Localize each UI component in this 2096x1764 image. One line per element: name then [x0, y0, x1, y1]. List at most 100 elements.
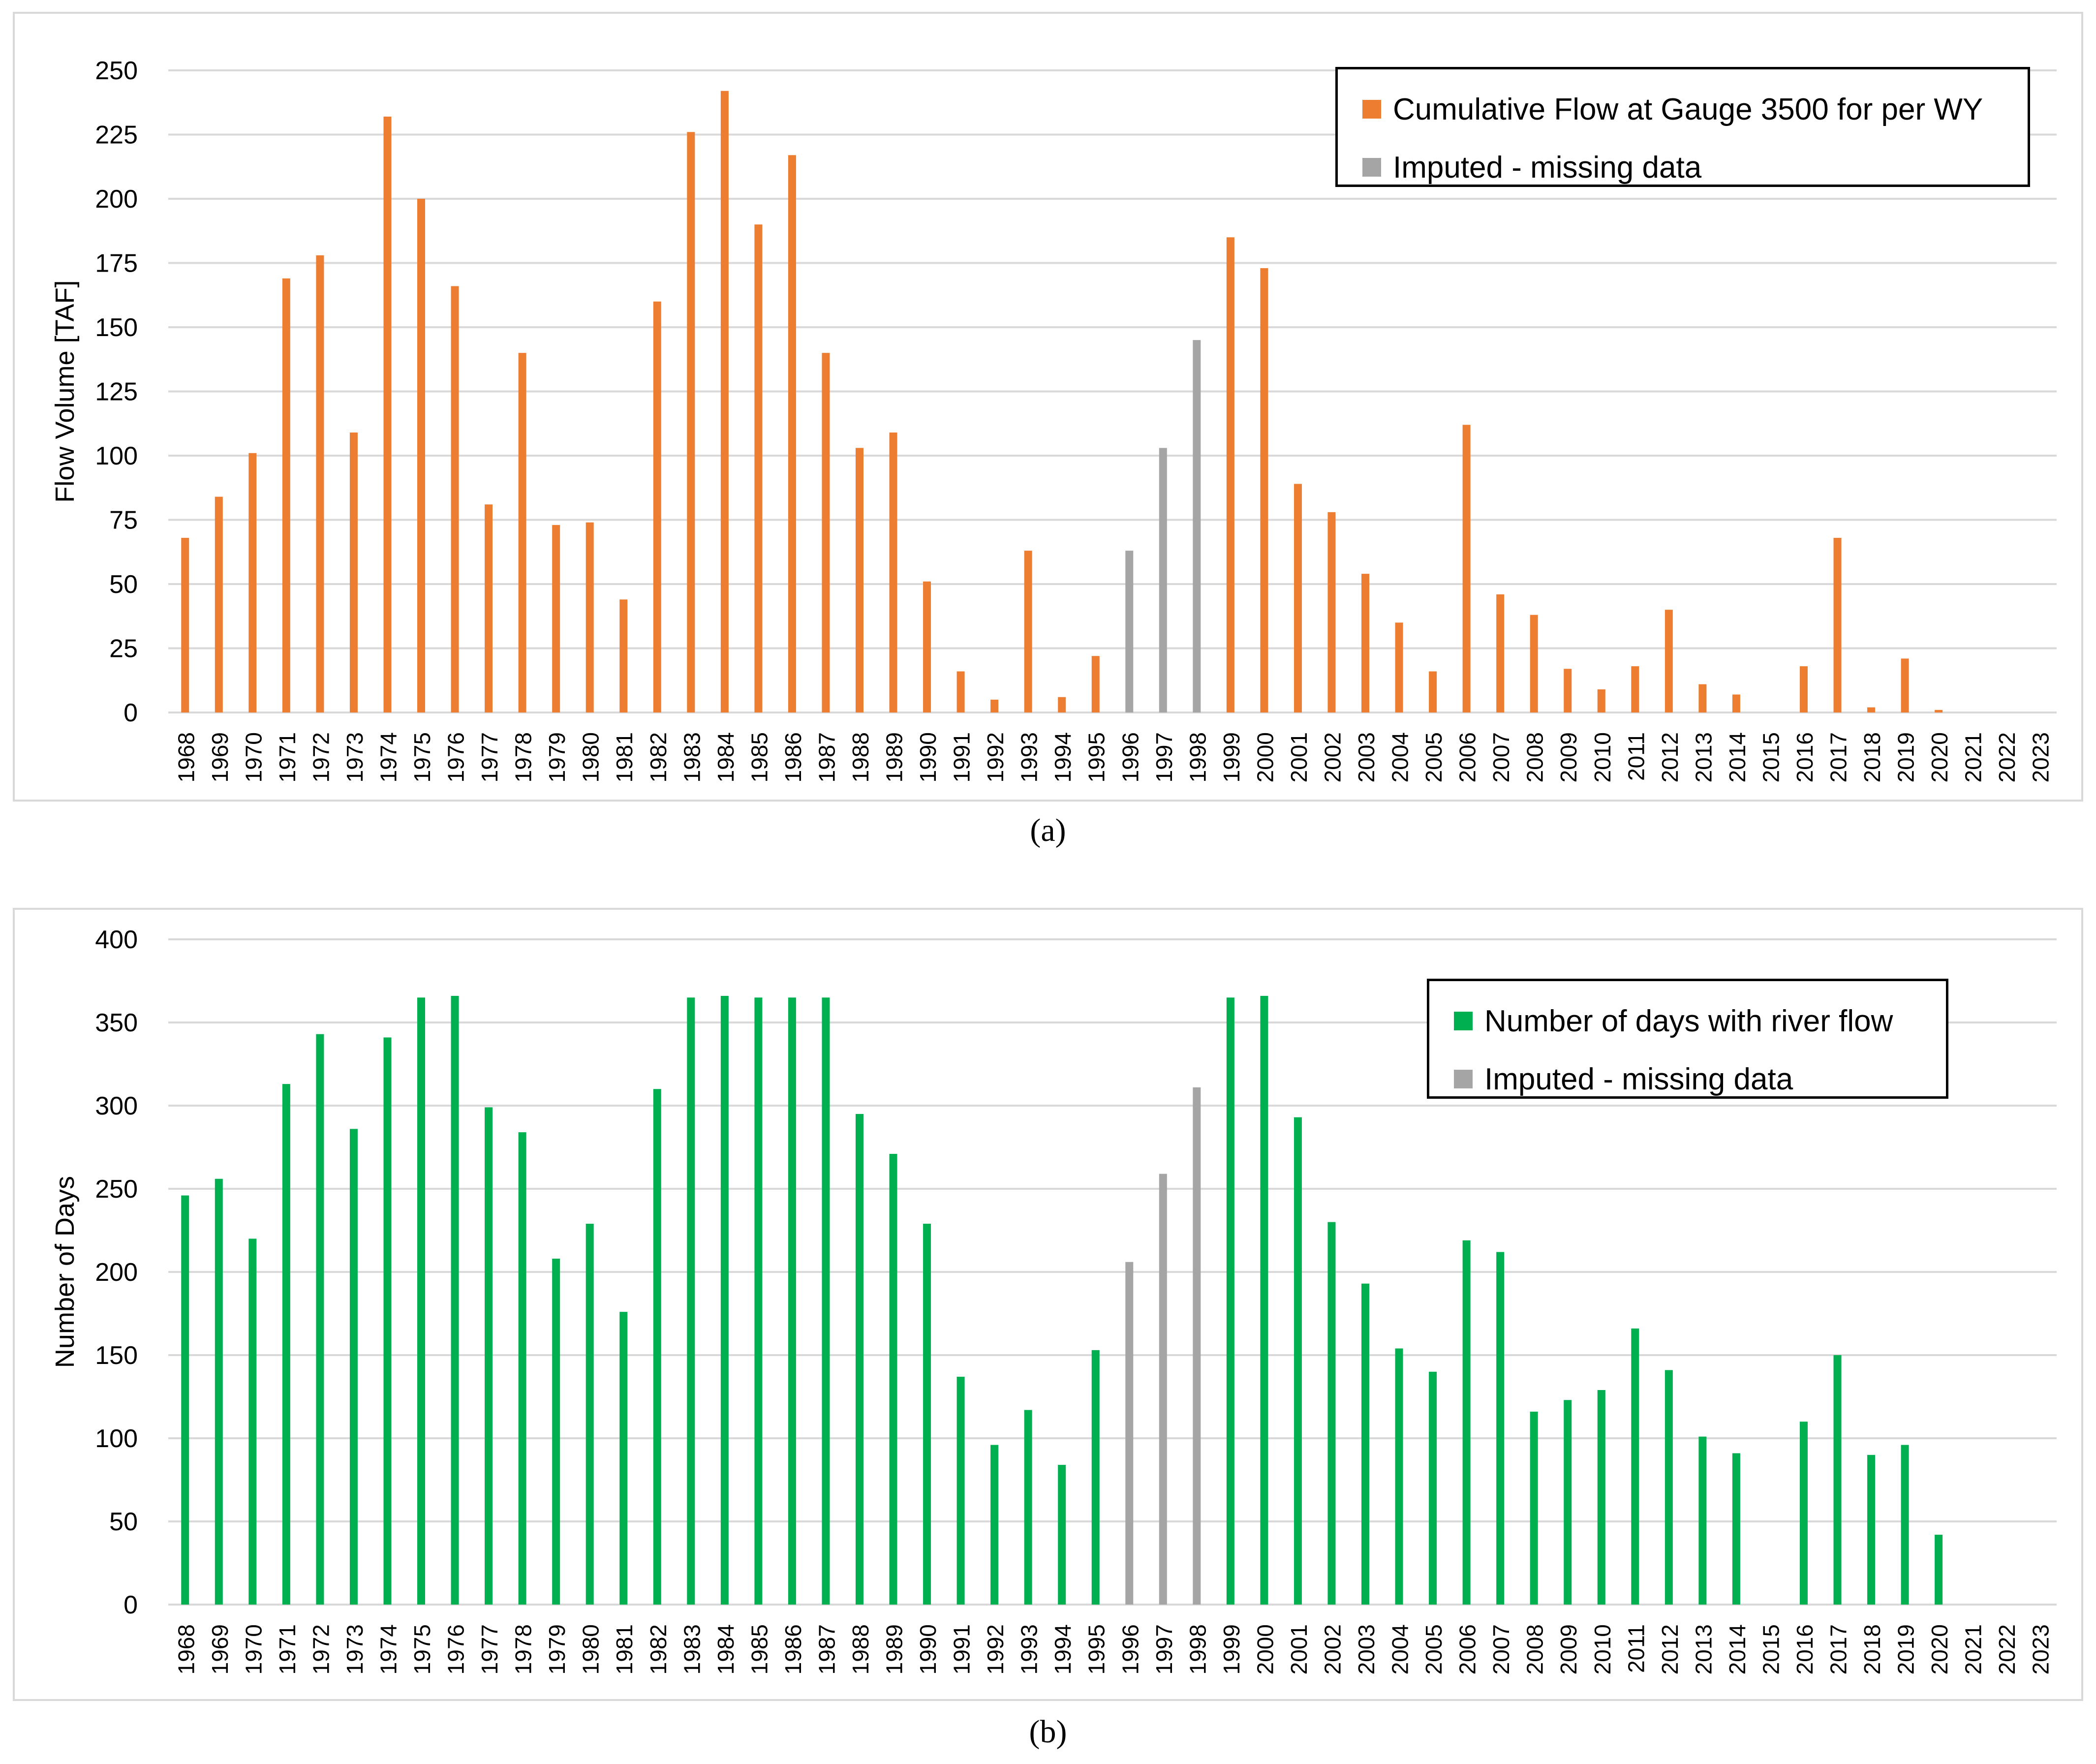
bar-a-1969 [215, 496, 223, 712]
bar-a-1997 [1159, 448, 1167, 712]
bar-b-2002 [1327, 1222, 1336, 1605]
bar-a-1979 [552, 525, 560, 712]
bar-a-2012 [1664, 610, 1673, 712]
y-tick-label-a-75: 75 [109, 506, 138, 535]
bar-b-2016 [1799, 1422, 1808, 1605]
x-tick-label-a-2010: 2010 [1590, 732, 1615, 782]
bar-b-1977 [485, 1107, 493, 1605]
legend-b: Number of days with river flow Imputed -… [1427, 979, 1948, 1099]
x-tick-label-b-2013: 2013 [1691, 1624, 1716, 1674]
x-tick-label-b-2003: 2003 [1354, 1624, 1379, 1674]
x-tick-label-b-1998: 1998 [1185, 1624, 1210, 1674]
bar-a-1984 [720, 91, 729, 712]
bar-a-1983 [687, 132, 695, 712]
x-tick-label-a-1971: 1971 [275, 732, 300, 782]
x-tick-label-a-2000: 2000 [1252, 732, 1278, 782]
x-tick-label-a-1985: 1985 [746, 732, 772, 782]
bar-b-1983 [687, 997, 695, 1605]
x-tick-label-a-2021: 2021 [1961, 732, 1986, 782]
bar-b-1991 [956, 1376, 965, 1605]
bar-b-1999 [1226, 997, 1234, 1605]
x-tick-label-b-2010: 2010 [1590, 1624, 1615, 1674]
x-tick-label-b-1991: 1991 [949, 1624, 975, 1674]
chart-b-svg: 0 50 100 150 200 250 300 350 400 Number of Days 19… [50, 926, 2057, 1674]
x-tick-label-b-1985: 1985 [746, 1624, 772, 1674]
bar-b-1988 [855, 1114, 863, 1605]
x-tick-label-b-1975: 1975 [409, 1624, 435, 1674]
y-tick-label-b-400: 400 [95, 926, 138, 954]
bar-b-1973 [349, 1129, 358, 1605]
x-tick-label-b-1996: 1996 [1117, 1624, 1143, 1674]
x-tick-label-a-2003: 2003 [1354, 732, 1379, 782]
x-tick-label-a-2007: 2007 [1488, 732, 1514, 782]
chart-a-svg: 0 25 50 75 100 125 150 175 200 225 250 Flow Volume … [50, 57, 2057, 782]
bar-b-1985 [754, 997, 763, 1605]
x-tick-label-a-2001: 2001 [1286, 732, 1312, 782]
y-tick-label-b-150: 150 [95, 1341, 138, 1370]
x-tick-label-b-2002: 2002 [1320, 1624, 1345, 1674]
x-tick-label-a-2018: 2018 [1859, 732, 1885, 782]
bar-b-1978 [518, 1132, 526, 1605]
x-tick-label-a-1988: 1988 [848, 732, 873, 782]
x-tick-label-a-1968: 1968 [173, 732, 199, 782]
bar-b-2013 [1698, 1436, 1707, 1605]
x-tick-label-b-1978: 1978 [511, 1624, 536, 1674]
x-tick-label-a-2013: 2013 [1691, 732, 1716, 782]
x-tick-label-a-1998: 1998 [1185, 732, 1210, 782]
bar-b-1972 [316, 1034, 324, 1605]
y-tick-label-a-225: 225 [95, 121, 138, 150]
bar-b-1990 [923, 1223, 931, 1605]
bar-a-1974 [383, 116, 392, 713]
x-tick-label-b-2007: 2007 [1488, 1624, 1514, 1674]
y-tick-label-b-0: 0 [123, 1591, 138, 1619]
bar-b-2014 [1732, 1453, 1740, 1605]
legend-a-swatch-imputed [1362, 158, 1381, 177]
legend-a: Cumulative Flow at Gauge 3500 for per WY… [1335, 67, 2030, 187]
bar-b-1968 [181, 1195, 189, 1605]
legend-a-swatch-observed [1362, 100, 1381, 119]
x-tick-label-b-2000: 2000 [1252, 1624, 1278, 1674]
bar-b-1981 [619, 1312, 628, 1605]
x-tick-label-a-2002: 2002 [1320, 732, 1345, 782]
bar-b-1994 [1058, 1465, 1066, 1605]
bar-a-1989 [889, 433, 897, 712]
y-axis-label-b: Number of Days [50, 1176, 80, 1368]
bar-b-1974 [383, 1037, 392, 1605]
bar-a-2000 [1260, 268, 1268, 712]
bar-a-1986 [788, 155, 796, 712]
x-tick-label-b-2014: 2014 [1725, 1624, 1750, 1674]
bar-a-1992 [990, 699, 999, 712]
x-tick-label-a-1997: 1997 [1151, 732, 1177, 782]
bar-b-2018 [1867, 1455, 1876, 1605]
x-tick-label-a-2014: 2014 [1725, 732, 1750, 782]
x-tick-label-a-1992: 1992 [983, 732, 1008, 782]
legend-b-item-observed: Number of days with river flow [1454, 992, 1921, 1050]
x-tick-label-a-1981: 1981 [612, 732, 637, 782]
bar-a-2002 [1327, 512, 1336, 712]
x-tick-label-a-1990: 1990 [915, 732, 941, 782]
x-tick-label-b-2021: 2021 [1961, 1624, 1986, 1674]
y-tick-label-a-25: 25 [109, 635, 138, 663]
x-tick-label-b-2020: 2020 [1927, 1624, 1952, 1674]
bar-a-1991 [956, 671, 965, 712]
bar-a-2005 [1429, 671, 1437, 712]
bar-a-1998 [1193, 340, 1201, 712]
x-tick-label-a-1976: 1976 [443, 732, 469, 782]
bar-b-2008 [1530, 1411, 1538, 1605]
bar-b-1997 [1159, 1174, 1167, 1605]
bar-a-2001 [1294, 484, 1302, 712]
x-tick-label-a-1983: 1983 [679, 732, 705, 782]
bar-a-2003 [1361, 574, 1370, 712]
y-tick-label-b-100: 100 [95, 1424, 138, 1453]
x-tick-label-a-2005: 2005 [1421, 732, 1447, 782]
bar-b-2005 [1429, 1371, 1437, 1605]
bar-a-2007 [1496, 594, 1505, 712]
bar-a-2009 [1564, 669, 1572, 712]
bar-a-2013 [1698, 684, 1707, 712]
legend-b-swatch-observed [1454, 1012, 1473, 1030]
y-tick-label-b-50: 50 [109, 1508, 138, 1536]
x-tick-label-a-1972: 1972 [308, 732, 334, 782]
bar-a-1971 [282, 278, 290, 712]
bar-a-2006 [1462, 425, 1471, 712]
chart-panel-b: 0 50 100 150 200 250 300 350 400 Number of Days 19… [13, 908, 2083, 1701]
